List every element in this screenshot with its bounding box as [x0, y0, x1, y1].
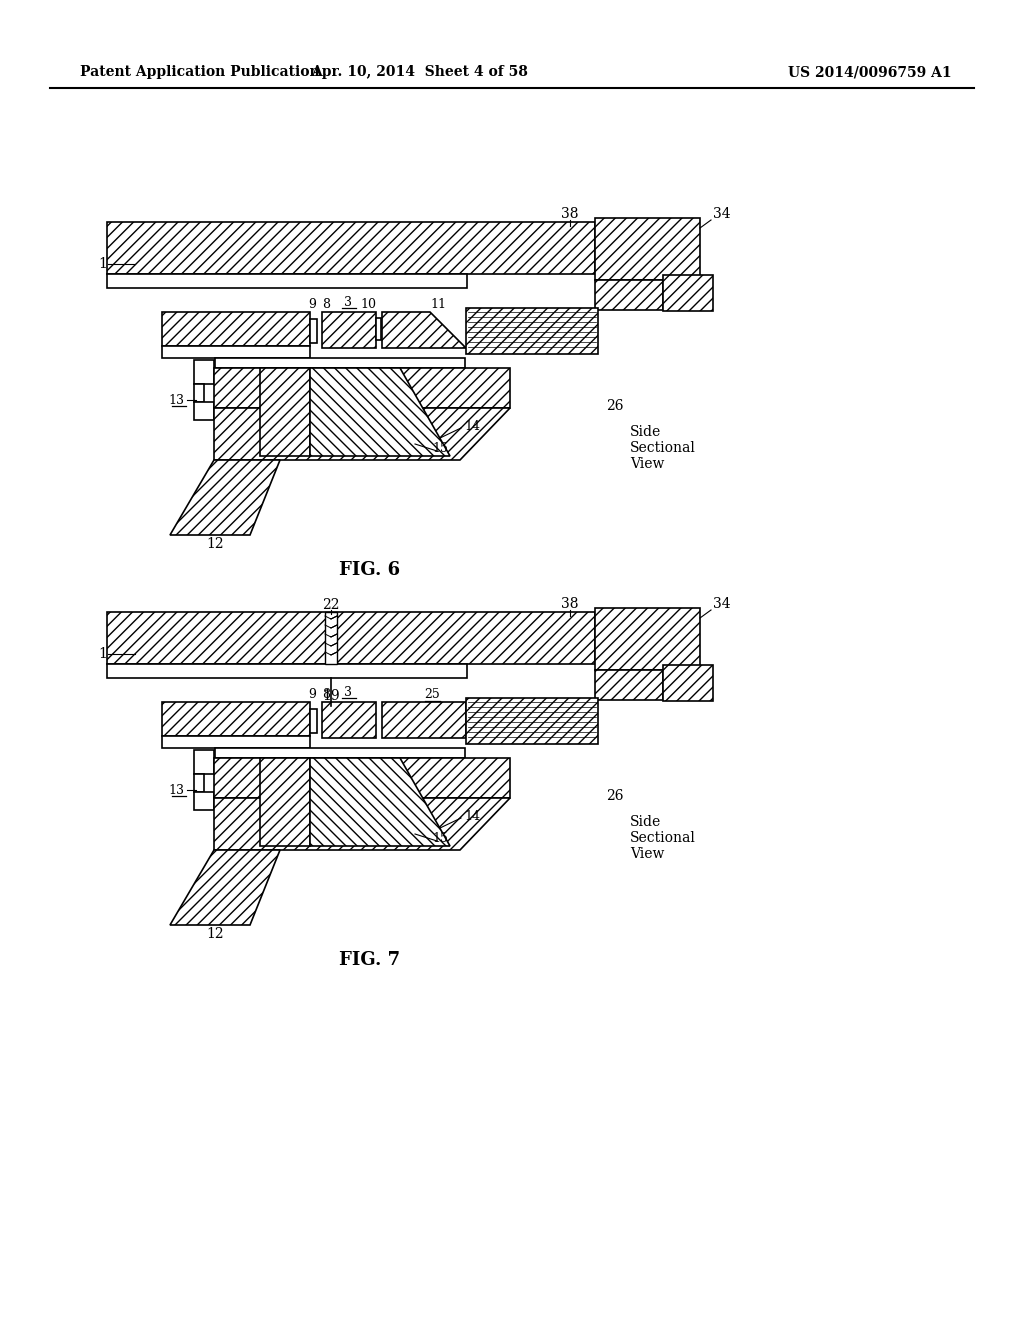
Bar: [595, 218, 700, 280]
Text: 13: 13: [168, 784, 184, 796]
Bar: [194, 403, 214, 420]
Bar: [466, 308, 598, 354]
Polygon shape: [170, 850, 280, 925]
Polygon shape: [170, 459, 280, 535]
Bar: [194, 384, 204, 403]
Bar: [194, 750, 214, 774]
Text: 25: 25: [424, 689, 440, 701]
Bar: [322, 702, 376, 738]
Text: FIG. 7: FIG. 7: [339, 950, 400, 969]
Bar: [215, 358, 465, 368]
Bar: [106, 612, 595, 664]
Text: Sectional: Sectional: [630, 441, 696, 455]
Text: 19: 19: [323, 689, 340, 704]
Text: 1: 1: [98, 257, 106, 271]
Bar: [595, 671, 663, 700]
Text: 8: 8: [322, 689, 330, 701]
Bar: [162, 312, 310, 346]
Text: 9: 9: [308, 298, 316, 312]
Text: 26: 26: [606, 789, 624, 803]
Bar: [194, 774, 204, 792]
Text: 34: 34: [713, 207, 731, 220]
Bar: [325, 612, 337, 664]
Polygon shape: [214, 758, 510, 799]
Polygon shape: [382, 312, 466, 348]
Text: 12: 12: [206, 537, 224, 550]
Bar: [466, 698, 598, 744]
Polygon shape: [310, 758, 450, 846]
Text: 1: 1: [98, 647, 106, 661]
Text: View: View: [630, 457, 665, 471]
Bar: [595, 609, 700, 671]
Polygon shape: [310, 368, 450, 455]
Text: 34: 34: [713, 597, 731, 611]
Text: FIG. 6: FIG. 6: [339, 561, 400, 579]
Polygon shape: [214, 368, 510, 408]
Bar: [663, 275, 713, 312]
Text: 13: 13: [168, 393, 184, 407]
Bar: [310, 319, 317, 343]
Polygon shape: [214, 799, 510, 850]
Polygon shape: [260, 368, 310, 455]
Bar: [322, 312, 376, 348]
Text: 3: 3: [344, 685, 352, 698]
Text: 15: 15: [432, 832, 447, 845]
Bar: [663, 665, 713, 701]
Text: 3: 3: [344, 296, 352, 309]
Bar: [106, 222, 595, 275]
Text: US 2014/0096759 A1: US 2014/0096759 A1: [788, 65, 952, 79]
Text: View: View: [630, 847, 665, 861]
Bar: [310, 709, 317, 733]
Text: 38: 38: [561, 597, 579, 611]
Text: Side: Side: [630, 425, 662, 440]
Bar: [194, 360, 214, 384]
Polygon shape: [214, 408, 510, 459]
Bar: [106, 664, 467, 678]
Text: 14: 14: [464, 809, 480, 822]
Text: 15: 15: [432, 441, 447, 454]
Bar: [595, 280, 663, 310]
Bar: [162, 702, 310, 737]
Polygon shape: [260, 758, 310, 846]
Text: Apr. 10, 2014  Sheet 4 of 58: Apr. 10, 2014 Sheet 4 of 58: [311, 65, 528, 79]
Bar: [106, 275, 467, 288]
Text: 8: 8: [322, 298, 330, 312]
Text: 14: 14: [464, 420, 480, 433]
Bar: [194, 792, 214, 810]
Text: 9: 9: [308, 689, 316, 701]
Text: 12: 12: [206, 927, 224, 941]
Text: 22: 22: [323, 598, 340, 612]
Text: 10: 10: [360, 298, 376, 312]
Bar: [382, 702, 466, 738]
Text: 26: 26: [606, 399, 624, 413]
Text: 11: 11: [430, 298, 446, 312]
Text: Sectional: Sectional: [630, 832, 696, 845]
Bar: [376, 318, 381, 341]
Text: Patent Application Publication: Patent Application Publication: [80, 65, 319, 79]
Bar: [162, 346, 310, 358]
Text: Side: Side: [630, 814, 662, 829]
Bar: [162, 737, 310, 748]
Text: 38: 38: [561, 207, 579, 220]
Bar: [215, 748, 465, 758]
